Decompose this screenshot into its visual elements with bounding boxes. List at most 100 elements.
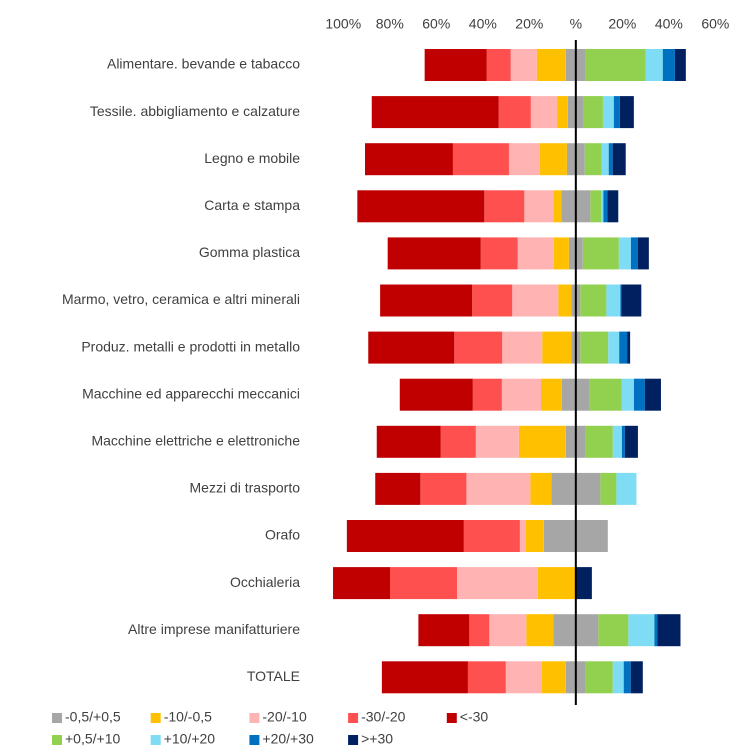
bar-segment	[608, 143, 613, 176]
bar-segment	[333, 567, 391, 600]
bar-segment	[452, 143, 509, 176]
bar-segment	[512, 284, 559, 317]
bar-segment	[674, 49, 686, 81]
legend-swatch	[150, 713, 161, 723]
bar-segment	[619, 331, 628, 364]
bar-segment	[542, 331, 572, 364]
legend-swatch	[348, 713, 359, 723]
bar-segment	[399, 378, 473, 411]
bar-segment	[518, 425, 566, 458]
legend-label: -30/-20	[361, 709, 406, 725]
bar-segment	[498, 96, 531, 129]
bar-segment	[633, 378, 645, 411]
bar-segment	[526, 614, 554, 647]
bar-segment	[536, 49, 566, 81]
legend-swatch	[348, 735, 359, 745]
bar-segment	[540, 378, 562, 411]
bar-segment	[602, 96, 614, 129]
bar-segment	[484, 190, 525, 223]
bar-segment	[619, 96, 634, 129]
bar-segment	[644, 378, 661, 411]
bar-segment	[612, 661, 624, 694]
category-label: Macchine ed apparecchi meccanici	[82, 385, 300, 401]
category-label: Orafo	[265, 527, 300, 543]
category-label: Tessile. abbigliamento e calzature	[90, 103, 300, 119]
bar-segment	[472, 378, 502, 411]
bar-segment	[466, 472, 531, 505]
bar-segment	[505, 661, 542, 694]
bar-segment	[583, 96, 603, 129]
x-tick-label: 60%	[701, 16, 729, 32]
bar-segment	[553, 190, 562, 223]
bar-segment	[627, 331, 631, 364]
bar-segment	[472, 284, 513, 317]
x-tick-label: %	[570, 16, 582, 32]
bar-segment	[480, 237, 518, 270]
bar-segment	[381, 661, 468, 694]
bar-segment	[556, 96, 568, 129]
bar-segment	[489, 614, 527, 647]
x-tick-label: 60%	[422, 16, 450, 32]
bar-segment	[585, 425, 613, 458]
category-label: Mezzi di trasporto	[190, 480, 301, 496]
legend-swatch	[52, 735, 62, 745]
bar-segment	[510, 49, 537, 81]
bar-segment	[621, 378, 634, 411]
bar-segment	[467, 661, 506, 694]
bar-segment	[456, 567, 538, 600]
legend-swatch	[249, 713, 260, 723]
bar-segment	[469, 614, 490, 647]
bar-segment	[508, 143, 540, 176]
bar-segment	[420, 472, 467, 505]
bar-segment	[616, 472, 637, 505]
bar-segment	[517, 237, 554, 270]
bar-segment	[618, 237, 631, 270]
bar-segment	[539, 143, 567, 176]
legend-label: -0,5/+0,5	[65, 709, 121, 725]
x-tick-label: 40%	[655, 16, 683, 32]
bar-segment	[371, 96, 499, 129]
bar-segment	[607, 190, 619, 223]
bar-segment	[601, 190, 604, 223]
bar-segment	[463, 520, 520, 552]
category-label: Alimentare. bevande e tabacco	[107, 56, 300, 72]
bar-segment	[612, 143, 626, 176]
category-label: Legno e mobile	[204, 150, 300, 166]
bar-segment	[440, 425, 476, 458]
bar-segment	[376, 425, 441, 458]
bar-segment	[375, 472, 421, 505]
bar-segment	[598, 614, 629, 647]
bar-segment	[558, 284, 572, 317]
bar-segment	[519, 520, 526, 552]
bar-segment	[603, 190, 608, 223]
category-label: Carta e stampa	[204, 197, 300, 213]
bar-segment	[608, 331, 620, 364]
bar-segment	[585, 49, 646, 81]
bar-segment	[380, 284, 473, 317]
bar-segment	[541, 661, 566, 694]
category-label: Macchine elettriche e elettroniche	[91, 433, 300, 449]
x-tick-label: 20%	[515, 16, 543, 32]
bar-segment	[654, 614, 658, 647]
x-tick-label: 40%	[469, 16, 497, 32]
bar-segment	[525, 520, 544, 552]
category-label: Occhialeria	[230, 574, 300, 590]
bar-segment	[624, 425, 638, 458]
x-tick-label: 100%	[325, 16, 361, 32]
legend-label: >+30	[361, 731, 393, 747]
bar-segment	[580, 284, 607, 317]
bar-segment	[621, 284, 642, 317]
legend-label: <-30	[460, 709, 489, 725]
legend-swatch	[52, 713, 62, 723]
bar-segment	[630, 661, 643, 694]
legend-swatch	[446, 713, 457, 723]
legend-label: +0,5/+10	[65, 731, 120, 747]
bar-segment	[584, 143, 602, 176]
bar-segment	[475, 425, 519, 458]
legend-swatch	[150, 735, 161, 745]
bar-segment	[606, 284, 621, 317]
bar-segment	[390, 567, 457, 600]
bar-segment	[365, 143, 453, 176]
bar-segment	[553, 237, 569, 270]
